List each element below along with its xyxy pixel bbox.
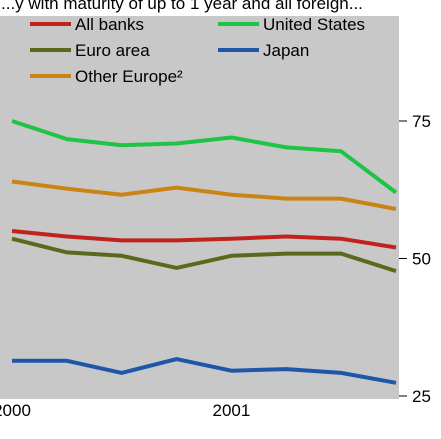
series-line-all-banks xyxy=(11,229,397,250)
x-tick-label: 2001 xyxy=(213,401,251,420)
legend-label: United States xyxy=(263,15,365,34)
legend-item: All banks xyxy=(30,15,144,34)
series-line-united-states xyxy=(11,119,398,195)
legend-item: Other Europe² xyxy=(30,67,183,86)
series-line-japan xyxy=(12,357,397,385)
legend-item: Japan xyxy=(218,41,309,60)
y-tick-label: 50 xyxy=(412,250,431,269)
series-line-other-europe xyxy=(11,179,397,211)
legend-label: Japan xyxy=(263,41,309,60)
x-tick-label: 2000 xyxy=(0,401,31,420)
series-line-euro-area xyxy=(11,236,397,274)
legend-item: Euro area xyxy=(30,41,150,60)
y-tick-label: 25 xyxy=(412,387,431,406)
legend-label: Euro area xyxy=(75,41,150,60)
axes: 25 50 75 2000 2001 xyxy=(0,112,431,420)
legend-label: All banks xyxy=(75,15,144,34)
y-tick-label: 75 xyxy=(412,112,431,131)
legend: All banks United States Euro area Japan Othe… xyxy=(30,15,365,86)
series-layer xyxy=(11,119,398,385)
legend-label: Other Europe² xyxy=(75,67,183,86)
chart-title: ...y with maturity of up to 1 year and a… xyxy=(1,0,363,13)
plot-area xyxy=(0,16,399,399)
legend-item: United States xyxy=(218,15,365,34)
